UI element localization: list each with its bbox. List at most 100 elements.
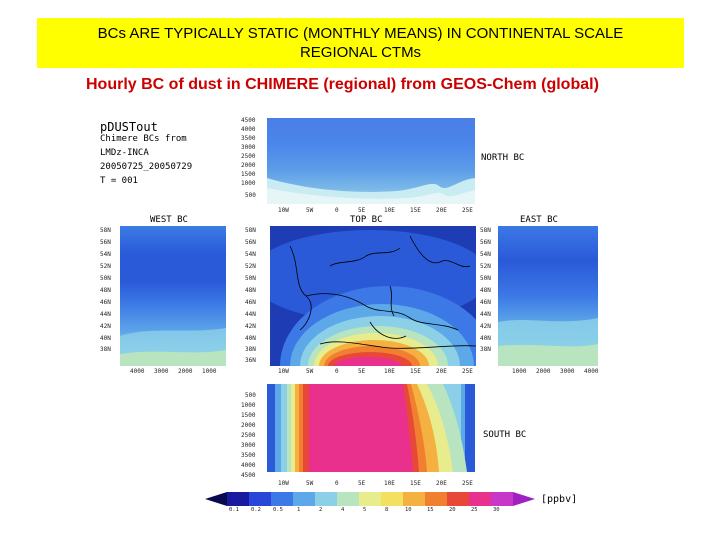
info-line-2: Chimere BCs from [100,134,187,144]
colorbar-label: 5 [363,507,367,513]
lon-tick: 0 [335,368,339,375]
lat-tick: 56N [480,239,491,246]
lon-tick: 5E [358,480,366,487]
lon-tick: 20E [436,207,447,214]
lat-tick: 38N [245,346,256,353]
lon-tick: 5W [306,207,314,214]
lon-tick: 5E [358,368,366,375]
lat-tick: 54N [245,251,256,258]
colorbar-label: 15 [427,507,434,513]
lat-tick: 42N [100,323,111,330]
lon-tick: 20E [436,368,447,375]
colorbar-label: 8 [385,507,389,513]
title-banner: BCs ARE TYPICALLY STATIC (MONTHLY MEANS)… [37,18,684,68]
p-tick: 500 [245,392,256,399]
lat-tick: 44N [245,311,256,318]
lat-tick: 44N [480,311,491,318]
lat-tick: 46N [100,299,111,306]
east-x-tick: 1000 [512,368,527,375]
lon-tick: 5W [306,480,314,487]
lat-tick: 50N [480,275,491,282]
lat-tick: 56N [245,239,256,246]
p-tick: 3500 [241,452,256,459]
lon-tick: 5W [306,368,314,375]
p-tick: 3500 [241,135,256,142]
top-bc-map-panel [270,226,476,366]
south-bc-field [267,384,475,472]
units-label: [ppbv] [541,494,578,505]
p-tick: 2500 [241,432,256,439]
banner-text: BCs ARE TYPICALLY STATIC (MONTHLY MEANS)… [97,25,624,61]
colorbar-label: 0.1 [229,507,239,513]
lon-tick: 10W [278,480,289,487]
west-bc-panel [120,226,226,366]
lat-tick: 36N [245,357,256,364]
colorbar-label: 25 [471,507,478,513]
lat-tick: 54N [480,251,491,258]
info-line-4: 20050725_20050729 [100,162,193,172]
lat-tick: 50N [100,275,111,282]
colorbar-label: 4 [341,507,345,513]
p-tick: 1500 [241,412,256,419]
lat-tick: 40N [245,335,256,342]
north-bc-label: NORTH BC [481,153,525,163]
west-x-tick: 2000 [178,368,193,375]
p-tick: 4000 [241,126,256,133]
east-bc-panel [498,226,598,366]
lat-tick: 44N [100,311,111,318]
colorbar-label: 10 [405,507,412,513]
lon-tick: 25E [462,207,473,214]
west-x-tick: 1000 [202,368,217,375]
lat-tick: 46N [480,299,491,306]
east-bc-field [498,318,598,366]
lon-tick: 0 [335,480,339,487]
lon-tick: 10W [278,207,289,214]
west-bc-field [120,328,226,366]
west-x-tick: 3000 [154,368,169,375]
west-bc-label: WEST BC [150,215,188,225]
lat-tick: 38N [480,346,491,353]
coastline [289,235,476,349]
colorbar-label: 20 [449,507,456,513]
lat-tick: 46N [245,299,256,306]
lon-tick: 20E [436,480,447,487]
p-tick: 1500 [241,171,256,178]
lat-tick: 58N [100,227,111,234]
north-bc-surface-field [267,178,475,204]
colorbar-label: 0.2 [251,507,261,513]
p-tick: 1000 [241,402,256,409]
lat-tick: 50N [245,275,256,282]
lat-tick: 54N [100,251,111,258]
lon-tick: 10W [278,368,289,375]
p-tick: 1000 [241,180,256,187]
lat-tick: 52N [245,263,256,270]
lat-tick: 48N [480,287,491,294]
lon-tick: 0 [335,207,339,214]
top-bc-label: TOP BC [350,215,383,225]
lon-tick: 15E [410,207,421,214]
slide-subtitle: Hourly BC of dust in CHIMERE (regional) … [86,76,599,93]
lat-tick: 58N [480,227,491,234]
lon-tick: 10E [384,480,395,487]
lat-tick: 56N [100,239,111,246]
info-line-5: T = 001 [100,176,138,186]
south-bc-panel [267,384,475,472]
p-tick: 2000 [241,162,256,169]
lon-tick: 15E [410,480,421,487]
p-tick: 4500 [241,472,256,479]
lon-tick: 25E [462,480,473,487]
p-tick: 2500 [241,153,256,160]
lon-tick: 10E [384,368,395,375]
south-bc-label: SOUTH BC [483,430,527,440]
lon-tick: 10E [384,207,395,214]
p-tick: 2000 [241,422,256,429]
p-tick: 500 [245,192,256,199]
colorbar-label: 2 [319,507,323,513]
colorbar-label: 1 [297,507,301,513]
info-line-3: LMDz-INCA [100,148,149,158]
lat-tick: 52N [480,263,491,270]
lat-tick: 42N [245,323,256,330]
colorbar-swatches [205,492,535,506]
east-bc-label: EAST BC [520,215,558,225]
lon-tick: 5E [358,207,366,214]
